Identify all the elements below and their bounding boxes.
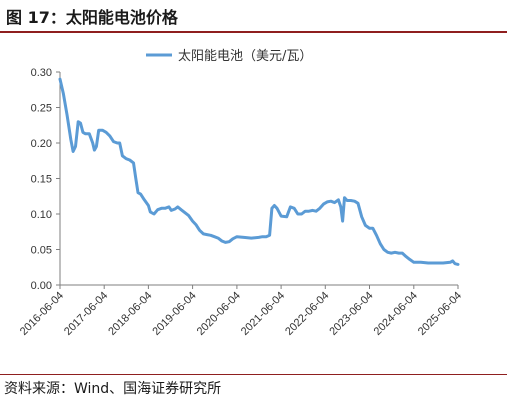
chart-axes [56, 71, 459, 289]
y-tick-label: 0.30 [31, 67, 52, 79]
source-note: 资料来源：Wind、国海证券研究所 [4, 381, 222, 397]
legend: 太阳能电池（美元/瓦） [146, 49, 312, 64]
x-tick-labels: 2016-06-042017-06-042018-06-042019-06-04… [18, 290, 464, 338]
x-tick-label: 2022-06-04 [283, 290, 331, 338]
y-tick-label: 0.15 [31, 174, 52, 186]
source-divider [0, 374, 507, 375]
x-tick-label: 2017-06-04 [62, 290, 110, 338]
y-tick-label: 0.20 [31, 138, 52, 150]
legend-label: 太阳能电池（美元/瓦） [178, 49, 312, 64]
y-tick-label: 0.10 [31, 209, 52, 221]
x-tick-label: 2024-06-04 [372, 290, 420, 338]
y-tick-label: 0.05 [31, 245, 52, 257]
series-line [58, 77, 460, 266]
y-tick-labels: 0.00 0.05 0.10 0.15 0.20 0.25 0.30 [31, 67, 52, 292]
series-lines [58, 77, 460, 266]
figure-title: 图 17：太阳能电池价格 [6, 8, 178, 27]
x-tick-label: 2021-06-04 [239, 290, 287, 338]
y-tick-label: 0.00 [31, 280, 52, 292]
x-tick-label: 2023-06-04 [327, 290, 375, 338]
x-tick-label: 2020-06-04 [195, 290, 243, 338]
x-tick-label: 2025-06-04 [416, 290, 464, 338]
x-tick-label: 2018-06-04 [106, 290, 154, 338]
price-line-chart: 0.000.050.100.150.200.250.30 2016-06-042… [18, 49, 464, 338]
x-tick-label: 2019-06-04 [150, 290, 198, 338]
y-tick-label: 0.25 [31, 103, 52, 115]
title-divider [0, 31, 507, 33]
x-tick-label: 2016-06-04 [18, 290, 66, 338]
